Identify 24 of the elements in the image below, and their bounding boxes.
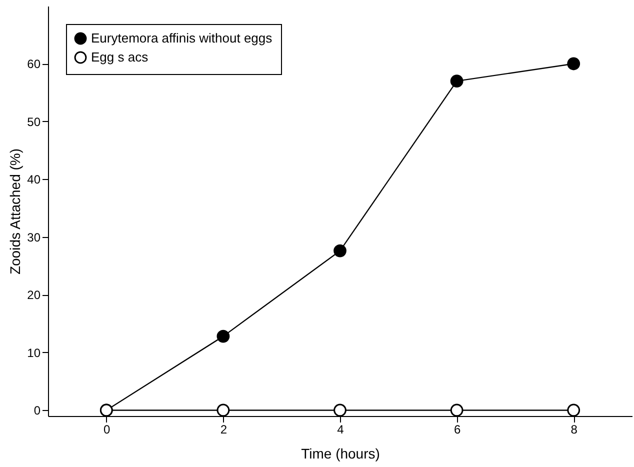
x-axis-title: Time (hours) [301, 446, 380, 462]
x-tick-label: 6 [454, 422, 461, 436]
x-tick-label: 8 [570, 422, 578, 436]
legend-label: Egg s acs [91, 50, 149, 64]
point [334, 404, 346, 417]
point [216, 330, 230, 343]
point [450, 404, 464, 417]
point [567, 404, 580, 417]
point [450, 74, 464, 88]
y-axis-title: Zooids Attached (%) [7, 148, 24, 275]
y-tick-label: 60 [27, 57, 41, 72]
x-tick-label: 4 [337, 422, 344, 436]
y-tick-label: 40 [27, 172, 41, 187]
x-tick-label: 0 [104, 422, 111, 436]
point [334, 244, 346, 258]
y-tick-label: 0 [34, 404, 41, 418]
legend-label: Eurytemora affinis without eggs [91, 30, 273, 46]
y-tick-label: 10 [27, 346, 41, 360]
y-tick-label: 20 [27, 288, 41, 302]
point [216, 404, 230, 417]
y-tick-label: 50 [27, 114, 41, 129]
point [567, 57, 580, 70]
y-tick-label: 30 [27, 230, 41, 244]
x-tick-label: 2 [220, 422, 228, 436]
